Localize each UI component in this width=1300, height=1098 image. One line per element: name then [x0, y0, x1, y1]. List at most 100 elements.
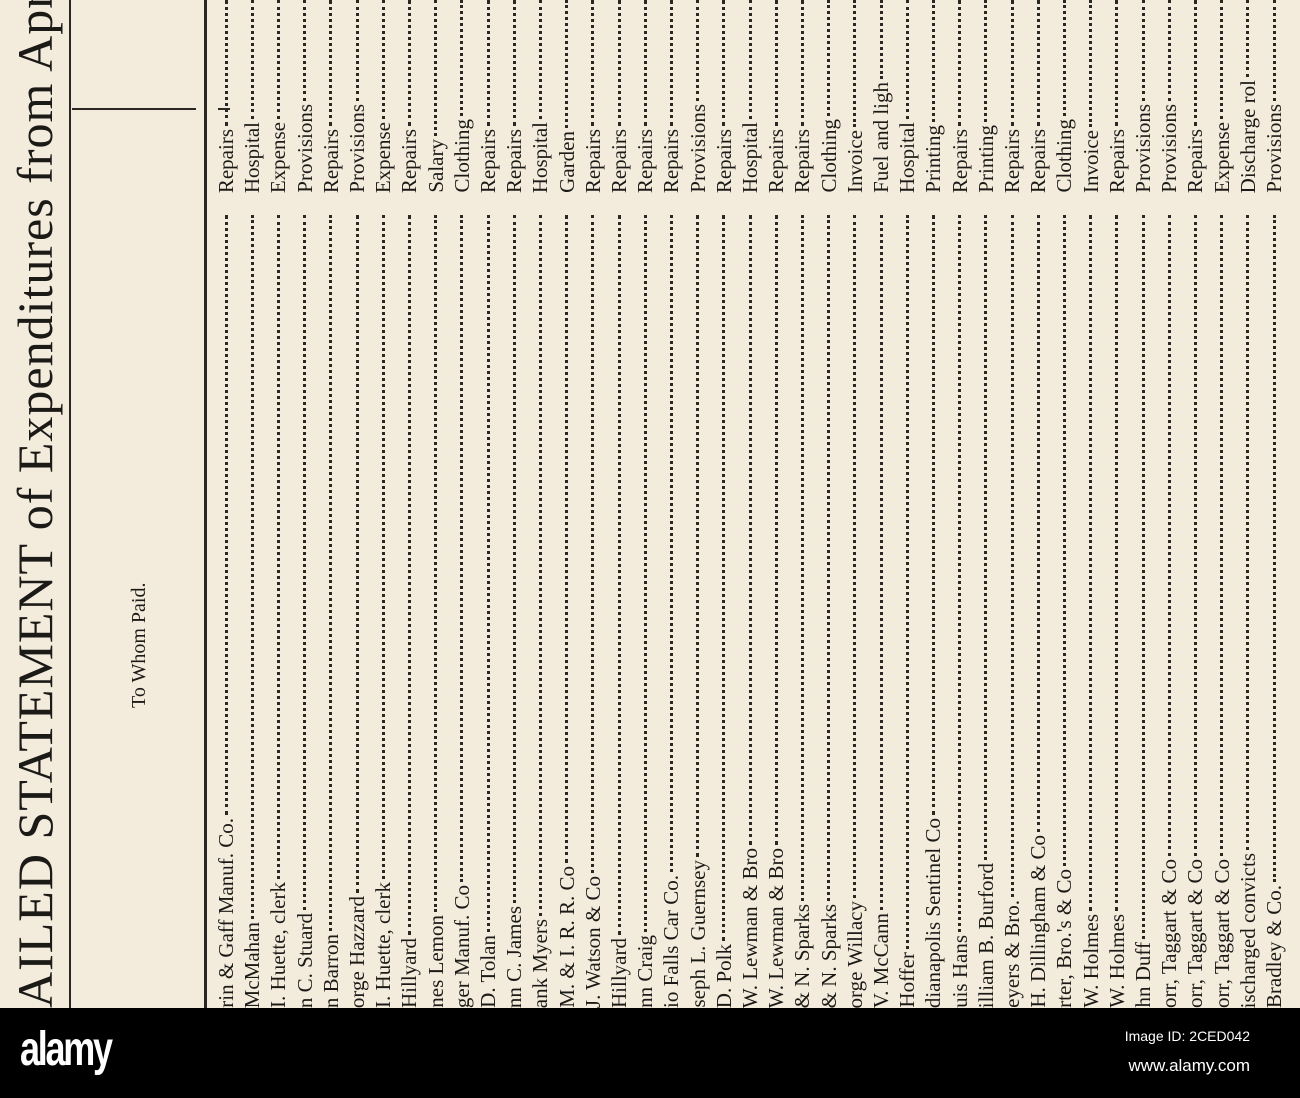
- dot-leader: [905, 215, 909, 950]
- table-cell-purpose: Provisions: [1261, 0, 1287, 193]
- table-cell-to-whom: I. Huette, clerk: [265, 215, 291, 1008]
- dot-leader: [958, 0, 962, 126]
- dot-leader: [512, 215, 516, 903]
- table-cell-purpose: Invoice: [842, 0, 868, 193]
- column-divider: [204, 0, 207, 1008]
- table-cell-purpose: Provisions: [1130, 0, 1156, 193]
- table-cell-to-whom-text: W. Lewman & Bro: [738, 847, 762, 1008]
- dot-leader: [407, 0, 411, 126]
- table-cell-purpose-text: Repairs: [607, 128, 631, 193]
- dot-leader: [931, 0, 935, 123]
- table-cell-to-whom: orr, Taggart & Co: [1182, 215, 1208, 1008]
- table-cell-purpose: Hospital: [894, 0, 920, 193]
- dot-leader: [1167, 0, 1171, 102]
- table-cell-to-whom-text: I. Huette, clerk: [266, 882, 291, 1008]
- dot-leader: [1062, 215, 1066, 867]
- table-cell-purpose-text: Repairs: [711, 128, 736, 193]
- dot-leader: [591, 215, 595, 873]
- dot-leader: [617, 0, 621, 126]
- table-cell-to-whom: orge Hazzard: [344, 215, 370, 1008]
- table-cell-purpose: Expense: [370, 0, 396, 193]
- dot-leader: [643, 0, 647, 126]
- table-cell-purpose-text: Salary: [423, 139, 448, 193]
- dot-leader: [617, 215, 621, 936]
- table-cell-purpose: Hospital: [239, 0, 265, 193]
- dot-leader: [1141, 215, 1145, 940]
- table-cell-to-whom-text: nes Lemon: [423, 915, 448, 1008]
- table-cell-purpose: Provisions: [344, 0, 370, 193]
- dot-leader: [1062, 0, 1066, 117]
- site-url: www.alamy.com: [1128, 1056, 1250, 1075]
- table-cell-purpose: Hospital: [527, 0, 553, 193]
- table-cell-purpose-text: Hospital: [895, 121, 920, 193]
- table-cell-to-whom: n Barron: [318, 215, 344, 1008]
- dot-leader: [958, 215, 962, 933]
- table-cell-purpose-text: Provisions: [1262, 104, 1286, 193]
- dot-leader: [303, 0, 307, 102]
- table-cell-purpose-text: Provisions: [292, 104, 317, 193]
- dot-leader: [879, 215, 883, 910]
- dot-leader: [224, 0, 228, 126]
- table-cell-purpose: Repairs: [501, 0, 527, 193]
- dot-leader: [1220, 0, 1224, 119]
- dot-leader: [460, 215, 464, 882]
- dot-leader: [250, 215, 254, 919]
- table-cell-purpose-text: Repairs: [397, 128, 422, 193]
- table-cell-to-whom: D. Polk: [711, 215, 737, 1008]
- table-cell-purpose-text: Expense: [266, 121, 291, 193]
- table-cell-purpose: Repairs: [580, 0, 606, 193]
- dot-leader: [984, 0, 988, 123]
- dot-leader: [1272, 215, 1276, 882]
- dot-leader: [565, 215, 569, 864]
- dot-leader: [329, 215, 333, 931]
- dot-leader: [669, 215, 673, 872]
- table-cell-to-whom: ger Manuf. Co: [449, 215, 475, 1008]
- dot-leader: [1167, 215, 1171, 857]
- dot-leader: [486, 0, 490, 126]
- table-cell-purpose-text: Repairs: [947, 128, 972, 193]
- dot-leader: [827, 0, 831, 117]
- dot-leader: [1036, 0, 1040, 126]
- table-cell-purpose: Provisions: [1156, 0, 1182, 193]
- dot-leader: [879, 0, 883, 80]
- table-cell-to-whom: V. McCann: [868, 215, 894, 1008]
- alamy-logo: alamy: [20, 1023, 113, 1076]
- dot-leader: [1010, 0, 1014, 126]
- dot-leader: [355, 215, 359, 893]
- table-cell-purpose: Fuel and ligh: [868, 0, 894, 193]
- table-cell-to-whom: W. Lewman & Bro: [763, 215, 789, 1008]
- table-cell-to-whom-text: I. Huette, clerk: [371, 882, 396, 1008]
- table-cell-purpose-text: Fuel and ligh: [869, 82, 893, 193]
- dot-leader: [538, 0, 542, 119]
- table-cell-to-whom: seph L. Guernsey: [685, 215, 711, 1008]
- table-cell-to-whom: illiam B. Burford: [973, 215, 999, 1008]
- table-cell-purpose: Expense: [265, 0, 291, 193]
- table-cell-to-whom: nn Craig: [632, 215, 658, 1008]
- table-cell-purpose: Repairs: [711, 0, 737, 193]
- dot-leader: [1246, 215, 1250, 850]
- table-cell-purpose: Repairs: [947, 0, 973, 193]
- table-cell-to-whom: ank Myers: [527, 215, 553, 1008]
- table-cell-to-whom-text: W. Lewman & Bro: [764, 847, 789, 1008]
- table-cell-to-whom: io Falls Car Co.: [658, 215, 684, 1008]
- table-cell-purpose-text: Repairs: [790, 128, 815, 193]
- table-cell-to-whom-text: hn Duff: [1131, 942, 1155, 1008]
- table-cell-purpose: Repairs: [318, 0, 344, 193]
- table-cell-to-whom: nes Lemon: [423, 215, 449, 1008]
- dot-leader: [1193, 215, 1197, 857]
- table-cell-purpose-text: Repairs: [580, 128, 605, 193]
- table-cell-to-whom: & N. Sparks: [816, 215, 842, 1008]
- table-cell-to-whom: Hoffer: [894, 215, 920, 1008]
- dot-leader: [434, 215, 438, 913]
- table-cell-purpose-text: Repairs: [476, 128, 500, 193]
- table-cell-to-whom: rin & Gaff Manuf. Co.: [213, 215, 239, 1008]
- table-cell-purpose: Printing: [973, 0, 999, 193]
- table-cell-purpose: Provisions: [292, 0, 318, 193]
- dot-leader: [591, 0, 595, 126]
- table-cell-to-whom: orr, Taggart & Co: [1209, 215, 1235, 1008]
- table-cell-to-whom: W. Lewman & Bro: [737, 215, 763, 1008]
- table-cell-to-whom: ischarged convicts: [1235, 215, 1261, 1008]
- header-rule: [72, 108, 196, 110]
- dot-leader: [643, 215, 647, 933]
- table-cell-purpose-text: Invoice: [1078, 130, 1103, 193]
